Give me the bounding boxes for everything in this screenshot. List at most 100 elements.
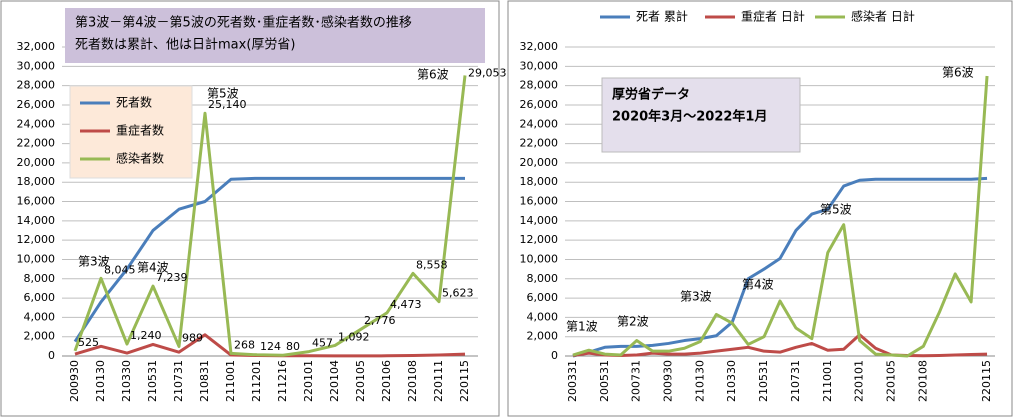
x-tick: 200930 xyxy=(68,360,81,402)
data-label: 8,045 xyxy=(104,263,136,276)
series-line xyxy=(572,75,989,358)
title-box xyxy=(65,8,485,63)
x-tick: 211216 xyxy=(276,360,289,402)
annotation: 第5波 xyxy=(207,87,239,101)
x-tick-label: 200531 xyxy=(598,360,611,402)
y-tick-label: 32,000 xyxy=(520,40,559,53)
y-tick-label: 12,000 xyxy=(520,233,559,246)
data-label: 268 xyxy=(234,338,255,351)
x-tick-label: 220104 xyxy=(328,360,341,402)
legend-label: 感染者 日計 xyxy=(851,9,915,24)
annotation: 第4波 xyxy=(137,261,169,275)
x-tick-label: 220101 xyxy=(853,360,866,402)
x-tick: 210731 xyxy=(172,360,185,402)
data-label: 989 xyxy=(182,331,203,344)
data-label: 1,092 xyxy=(338,330,370,343)
x-tick-label: 220108 xyxy=(916,360,929,402)
series-line xyxy=(572,333,988,358)
legend-label: 重症者数 xyxy=(116,123,164,138)
data-label: 25,140 xyxy=(208,98,247,111)
y-tick-label: 32,000 xyxy=(17,40,56,53)
series-line xyxy=(572,176,988,358)
y-tick-label: 22,000 xyxy=(17,137,56,150)
x-tick: 220106 xyxy=(380,360,393,402)
x-tick-label: 220105 xyxy=(354,360,367,402)
legend-label: 死者 累計 xyxy=(636,9,688,24)
y-tick-label: 6,000 xyxy=(24,291,56,304)
y-tick-label: 4,000 xyxy=(24,310,56,323)
x-tick: 200331 xyxy=(566,360,579,402)
y-tick-label: 24,000 xyxy=(17,117,56,130)
x-tick: 220101 xyxy=(302,360,315,402)
x-tick-label: 220106 xyxy=(380,360,393,402)
x-tick: 220101 xyxy=(853,360,866,402)
x-tick-label: 211201 xyxy=(250,360,263,402)
x-tick: 220105 xyxy=(884,360,897,402)
y-tick-label: 26,000 xyxy=(17,98,56,111)
data-label: 29,053 xyxy=(468,66,507,79)
y-tick-label: 30,000 xyxy=(17,59,56,72)
annotation: 第3波 xyxy=(78,255,110,269)
x-tick-label: 210130 xyxy=(693,360,706,402)
x-tick: 200930 xyxy=(662,360,675,402)
data-label: 1,240 xyxy=(130,329,162,342)
x-tick-label: 220101 xyxy=(302,360,315,402)
data-label: 457 xyxy=(312,337,333,350)
y-tick-label: 30,000 xyxy=(520,59,559,72)
y-tick-label: 22,000 xyxy=(520,137,559,150)
y-tick-label: 14,000 xyxy=(17,214,56,227)
y-tick-label: 26,000 xyxy=(520,98,559,111)
data-label: 8,558 xyxy=(416,258,448,271)
y-tick-label: 20,000 xyxy=(17,156,56,169)
y-tick-label: 16,000 xyxy=(17,195,56,208)
y-tick-label: 12,000 xyxy=(17,233,56,246)
x-tick-label: 220108 xyxy=(406,360,419,402)
y-tick-label: 8,000 xyxy=(24,272,56,285)
legend-label: 感染者数 xyxy=(116,151,164,166)
x-tick: 200731 xyxy=(630,360,643,402)
x-tick: 220111 xyxy=(432,360,445,402)
x-tick: 220108 xyxy=(406,360,419,402)
x-tick-label: 200331 xyxy=(566,360,579,402)
x-tick: 220115 xyxy=(458,360,471,402)
note: 2020年3月～2022年1月 xyxy=(612,109,767,125)
annotation: 第3波 xyxy=(680,290,712,304)
annotation: 第6波 xyxy=(942,66,974,80)
x-tick-label: 200930 xyxy=(68,360,81,402)
y-tick-label: 2,000 xyxy=(527,330,559,343)
y-tick-label: 10,000 xyxy=(520,252,559,265)
x-tick: 211001 xyxy=(224,360,237,402)
note: 厚労省データ xyxy=(612,87,690,103)
x-tick-label: 211001 xyxy=(224,360,237,402)
data-label: 124 xyxy=(260,340,281,353)
x-tick: 210831 xyxy=(198,360,211,402)
x-tick-label: 200930 xyxy=(662,360,675,402)
y-tick-label: 8,000 xyxy=(527,272,559,285)
x-tick: 200531 xyxy=(598,360,611,402)
y-tick-label: 10,000 xyxy=(17,252,56,265)
x-tick: 210130 xyxy=(693,360,706,402)
series-line xyxy=(73,176,465,343)
x-tick-label: 220111 xyxy=(432,360,445,402)
x-tick-label: 210731 xyxy=(172,360,185,402)
x-tick: 220108 xyxy=(916,360,929,402)
x-tick-label: 211001 xyxy=(821,360,834,402)
x-tick-label: 220115 xyxy=(458,360,471,402)
annotation: 第1波 xyxy=(566,320,598,334)
chart-title: 第3波－第4波－第5波の死者数･重症者数･感染者数の推移 xyxy=(75,15,412,31)
annotation: 第4波 xyxy=(742,278,774,292)
y-tick-label: 18,000 xyxy=(520,175,559,188)
y-tick-label: 6,000 xyxy=(527,291,559,304)
x-tick: 210330 xyxy=(120,360,133,402)
x-tick-label: 210731 xyxy=(789,360,802,402)
y-tick-label: 0 xyxy=(48,349,55,362)
y-tick-label: 20,000 xyxy=(520,156,559,169)
note-box xyxy=(601,77,801,153)
x-tick: 211201 xyxy=(250,360,263,402)
x-tick-label: 220105 xyxy=(884,360,897,402)
y-tick-label: 14,000 xyxy=(520,214,559,227)
x-tick-label: 210330 xyxy=(120,360,133,402)
panel-left xyxy=(0,0,500,417)
x-tick: 210130 xyxy=(94,360,107,402)
data-label: 80 xyxy=(286,340,300,353)
